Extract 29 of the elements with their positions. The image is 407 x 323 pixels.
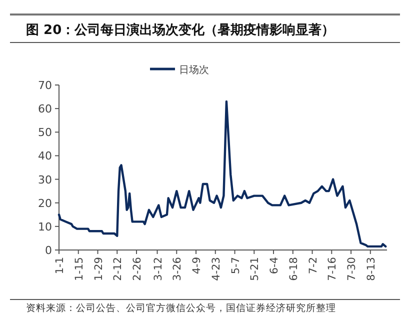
y-tick-label: 0 [45,244,52,257]
x-tick-label: 5-21 [249,257,262,281]
legend-label: 日场次 [179,64,209,76]
x-tick-label: 3-12 [152,257,164,281]
x-tick-label: 8-13 [365,257,378,281]
y-tick-label: 10 [38,220,52,234]
chart-title: 图 20：公司每日演出场次变化（暑期疫情影响显著） [26,22,335,38]
x-tick-label: 4-23 [210,257,222,281]
x-tick-label: 7-16 [326,256,339,281]
x-tick-label: 6-4 [268,256,281,274]
x-tick-label: 5-7 [230,257,242,274]
y-tick-label: 50 [38,126,52,140]
line-series [58,100,387,248]
x-tick-label: 2-12 [112,257,124,281]
y-tick-label: 40 [38,150,52,163]
x-tick-label: 7-2 [307,257,320,274]
y-tick-label: 20 [38,196,52,210]
y-tick-label: 30 [38,173,52,186]
x-tick-label: 6-18 [288,257,300,281]
y-tick-label: 70 [38,79,52,92]
x-tick-label: 7-30 [346,257,358,281]
x-tick-label: 1-1 [54,257,66,274]
x-tick-label: 1-15 [73,257,86,281]
x-tick-label: 4-9 [191,257,204,274]
y-tick-label: 60 [38,102,52,116]
x-tick-label: 3-26 [172,256,184,281]
text: 资料来源：公司公告、公司官方微信公众号，国信证券经济研究所整理 [26,302,336,314]
x-tick-label: 1-29 [92,257,105,281]
x-tick-label: 2-26 [132,256,144,281]
